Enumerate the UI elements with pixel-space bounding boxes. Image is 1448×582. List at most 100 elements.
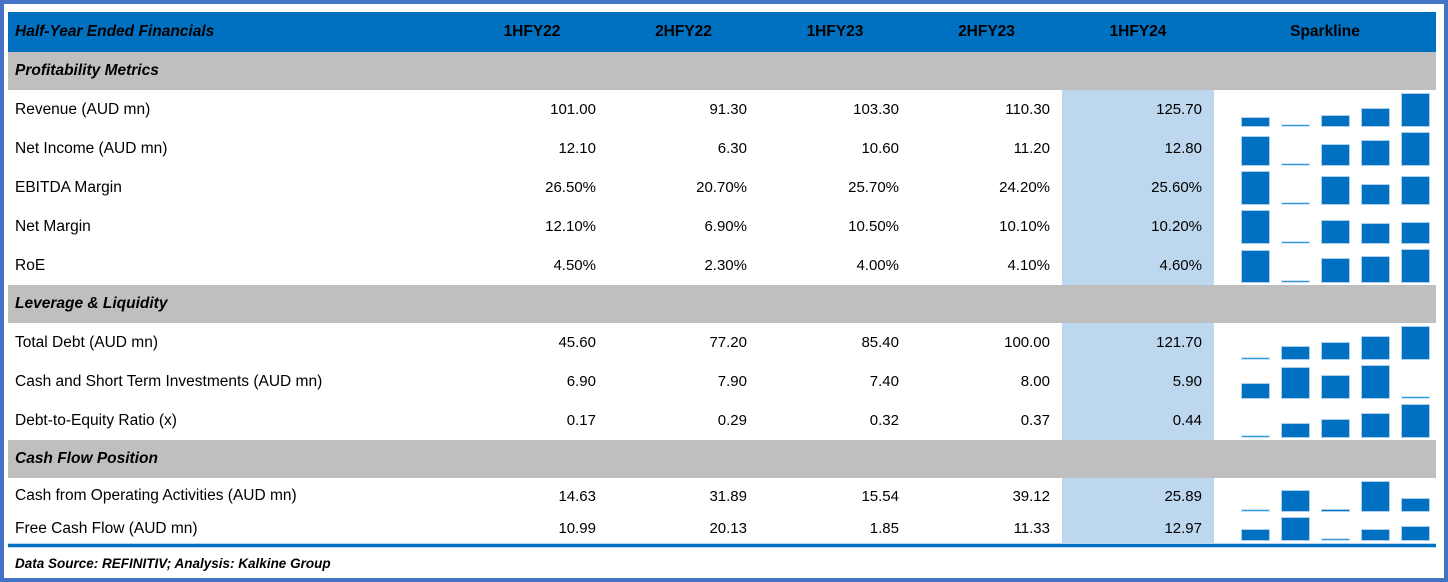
table-row: Net Income (AUD mn) 12.10 6.30 10.60 11.20 12…	[8, 129, 1436, 168]
sparkline-bar	[1321, 115, 1350, 127]
column-header-sparkline: Sparkline	[1290, 23, 1360, 40]
row-label: Net Margin	[15, 217, 91, 235]
cell-value: 91.30	[709, 101, 747, 118]
cell-value: 0.44	[1062, 401, 1214, 440]
section-band: Cash Flow Position	[8, 440, 1436, 478]
section-band: Profitability Metrics	[8, 52, 1436, 90]
column-header-1hfy22: 1HFY22	[503, 23, 561, 40]
table-row: EBITDA Margin 26.50% 20.70% 25.70% 24.20% 25.…	[8, 168, 1436, 207]
cell-value: 10.99	[558, 520, 596, 537]
cell-value: 85.40	[861, 334, 899, 351]
table-row: Free Cash Flow (AUD mn) 10.99 20.13 1.85 11.…	[8, 514, 1436, 543]
sparkline-bar	[1321, 258, 1350, 283]
cell-value: 11.33	[1013, 520, 1050, 537]
sparkline-bar	[1401, 222, 1430, 244]
cell-value: 110.30	[1005, 101, 1050, 118]
sparkline-bar	[1241, 509, 1270, 512]
cell-value: 6.30	[717, 140, 747, 157]
row-label: EBITDA Margin	[15, 178, 122, 196]
sparkline-bar	[1321, 419, 1350, 438]
table-row: Debt-to-Equity Ratio (x) 0.17 0.29 0.32 0.37…	[8, 401, 1436, 440]
cell-value: 2.30%	[704, 257, 747, 274]
sparkline-bar	[1281, 346, 1310, 360]
cell-value: 4.60%	[1062, 246, 1214, 285]
footer-rule	[8, 543, 1436, 548]
table-title: Half-Year Ended Financials	[15, 23, 215, 40]
sparkline-bar	[1361, 481, 1390, 512]
sparkline-bar	[1361, 336, 1390, 360]
sparkline-bar	[1281, 367, 1310, 399]
sparkline-bar	[1361, 140, 1390, 166]
cell-value: 0.17	[566, 412, 596, 429]
table-body: Profitability Metrics Revenue (AUD mn) 101…	[8, 52, 1436, 543]
cell-value: 25.60%	[1062, 168, 1214, 207]
row-label: Total Debt (AUD mn)	[15, 333, 158, 351]
cell-value: 20.13	[709, 520, 747, 537]
sparkline-bar	[1281, 517, 1310, 541]
sparkline-bar	[1241, 383, 1270, 399]
row-label: Debt-to-Equity Ratio (x)	[15, 411, 177, 429]
cell-value: 20.70%	[696, 179, 747, 196]
cell-value: 39.12	[1012, 487, 1050, 505]
sparkline-bar	[1281, 163, 1310, 166]
sparkline-bar	[1321, 144, 1350, 166]
sparkline	[1214, 323, 1436, 362]
row-label: RoE	[15, 256, 46, 274]
sparkline	[1214, 478, 1436, 514]
cell-value: 5.90	[1062, 362, 1214, 401]
sparkline-bar	[1401, 176, 1430, 205]
cell-value: 125.70	[1062, 90, 1214, 129]
cell-value: 24.20%	[999, 179, 1050, 196]
section-band: Leverage & Liquidity	[8, 285, 1436, 323]
cell-value: 7.90	[717, 373, 747, 390]
cell-value: 0.32	[869, 412, 899, 429]
table-row: Net Margin 12.10% 6.90% 10.50% 10.10% 10.20%	[8, 207, 1436, 246]
sparkline-bar	[1241, 210, 1270, 244]
sparkline	[1214, 246, 1436, 285]
sparkline-bar	[1241, 250, 1270, 283]
sparkline-bar	[1321, 342, 1350, 360]
cell-value: 12.10	[558, 140, 596, 157]
sparkline-bar	[1321, 176, 1350, 205]
sparkline-bar	[1281, 124, 1310, 127]
sparkline-bar	[1241, 529, 1270, 541]
cell-value: 12.10%	[545, 218, 596, 235]
sparkline	[1214, 129, 1436, 168]
cell-value: 10.10%	[999, 218, 1050, 235]
row-label: Net Income (AUD mn)	[15, 139, 168, 157]
sparkline-bar	[1281, 280, 1310, 283]
cell-value: 31.89	[709, 487, 747, 505]
sparkline-bar	[1321, 375, 1350, 399]
column-header-1hfy23: 1HFY23	[806, 23, 864, 40]
sparkline-bar	[1281, 241, 1310, 244]
cell-value: 26.50%	[545, 179, 596, 196]
sparkline	[1214, 168, 1436, 207]
cell-value: 15.54	[861, 487, 899, 505]
section-title: Cash Flow Position	[15, 450, 158, 467]
sparkline-bar	[1241, 435, 1270, 438]
sparkline-bar	[1401, 132, 1430, 166]
sparkline	[1214, 90, 1436, 129]
cell-value: 25.89	[1062, 478, 1214, 514]
cell-value: 103.30	[853, 101, 899, 118]
cell-value: 8.00	[1020, 373, 1050, 390]
sparkline-bar	[1361, 413, 1390, 438]
sparkline-bar	[1401, 93, 1430, 127]
cell-value: 12.80	[1062, 129, 1214, 168]
cell-value: 77.20	[709, 334, 747, 351]
sparkline-bar	[1281, 423, 1310, 438]
cell-value: 101.00	[550, 101, 596, 118]
row-label: Revenue (AUD mn)	[15, 100, 151, 118]
sparkline	[1214, 362, 1436, 401]
sparkline-bar	[1241, 357, 1270, 360]
row-label: Cash from Operating Activities (AUD mn)	[15, 487, 297, 504]
cell-value: 45.60	[558, 334, 596, 351]
row-label: Free Cash Flow (AUD mn)	[15, 519, 198, 537]
sparkline-bar	[1401, 498, 1430, 512]
cell-value: 4.10%	[1007, 257, 1050, 274]
cell-value: 12.97	[1062, 514, 1214, 543]
sparkline-bar	[1401, 526, 1430, 541]
sparkline-bar	[1321, 220, 1350, 244]
cell-value: 0.29	[717, 412, 747, 429]
